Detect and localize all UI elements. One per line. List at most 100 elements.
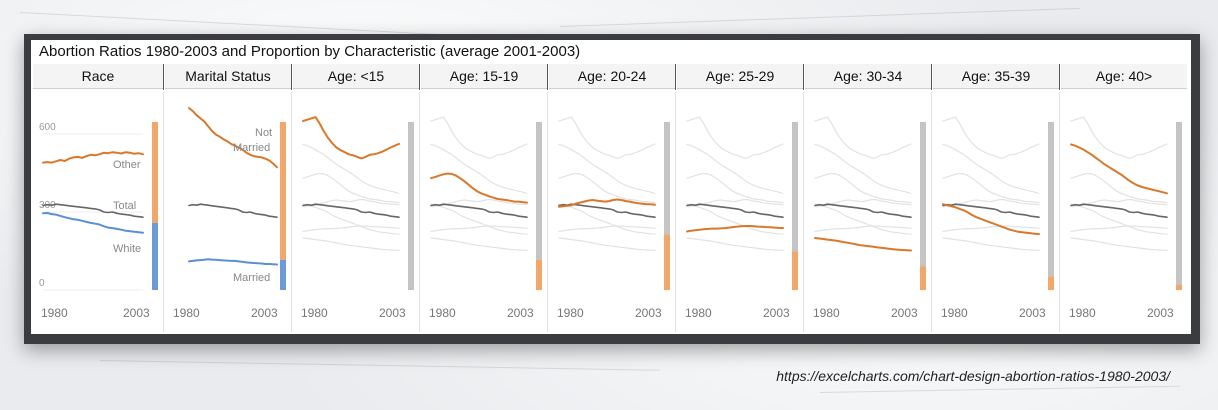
faint-series-line: [942, 172, 1040, 204]
source-url[interactable]: https://excelcharts.com/chart-design-abo…: [776, 368, 1170, 384]
series-label-married: Married: [233, 272, 270, 284]
panel-header-divider: [419, 64, 420, 90]
panel-divider: [931, 92, 932, 332]
y-tick-label: 0: [39, 278, 45, 289]
series-line-white: [42, 212, 144, 234]
panel-header: Age: 25-29: [677, 64, 803, 89]
faint-series-line: [686, 116, 784, 159]
x-tick-label: 1980: [41, 306, 68, 320]
panel-header-divider: [547, 64, 548, 90]
faint-series-line: [558, 225, 656, 233]
faint-series-line: [430, 225, 528, 233]
faint-series-line: [686, 172, 784, 204]
series-label-total: Total: [113, 200, 136, 212]
proportion-bar-segment: [280, 259, 286, 290]
series-line-highlight: [558, 198, 656, 208]
x-tick-label: 1980: [429, 306, 456, 320]
faint-series-line: [302, 143, 400, 194]
x-tick-label: 2003: [891, 306, 918, 320]
series-line-total: [814, 203, 912, 218]
faint-series-line: [686, 203, 784, 235]
chart-title: Abortion Ratios 1980-2003 and Proportion…: [39, 43, 581, 60]
panel-header: Age: 20-24: [549, 64, 675, 89]
proportion-bar-segment: [920, 122, 926, 267]
x-tick-label: 2003: [251, 306, 278, 320]
panel-header: Age: <15: [293, 64, 419, 89]
chart-panel: [31, 40, 1191, 334]
series-line-total: [558, 203, 656, 218]
faint-series-line: [302, 172, 400, 204]
series-label-married-upper: Married: [233, 142, 270, 154]
series-line-total: [302, 203, 400, 218]
series-line-total: [42, 203, 144, 218]
series-line-total: [430, 203, 528, 218]
proportion-bar-segment: [408, 122, 414, 290]
x-tick-label: 2003: [379, 306, 406, 320]
series-line-total: [942, 203, 1040, 218]
faint-series-line: [430, 237, 528, 252]
faint-series-line: [430, 116, 528, 159]
series-label-not: Not: [255, 127, 272, 139]
panel-header-divider: [931, 64, 932, 90]
x-tick-label: 1980: [1069, 306, 1096, 320]
proportion-bar-segment: [664, 122, 670, 235]
series-line-married: [188, 258, 278, 266]
panel-header: Age: 40>: [1061, 64, 1187, 89]
panel-divider: [1059, 92, 1060, 332]
faint-series-line: [814, 116, 912, 159]
panel-header: Marital Status: [165, 64, 291, 89]
faint-series-line: [1070, 198, 1168, 208]
faint-series-line: [814, 172, 912, 204]
faint-series-line: [302, 198, 400, 208]
proportion-bar-segment: [1176, 122, 1182, 285]
series-line-highlight: [686, 225, 784, 233]
faint-series-line: [686, 143, 784, 194]
faint-series-line: [558, 116, 656, 159]
proportion-bar-segment: [792, 251, 798, 290]
proportion-bar-segment: [1176, 284, 1182, 290]
proportion-bar-segment: [536, 259, 542, 290]
series-line-other: [42, 151, 144, 164]
faint-series-line: [942, 237, 1040, 252]
faint-series-line: [558, 143, 656, 194]
faint-series-line: [1070, 172, 1168, 204]
panel-divider: [419, 92, 420, 332]
faint-series-line: [814, 203, 912, 235]
faint-series-line: [558, 203, 656, 235]
faint-series-line: [686, 198, 784, 208]
x-tick-label: 1980: [685, 306, 712, 320]
series-label-other: Other: [113, 159, 141, 171]
series-line-highlight: [1070, 143, 1168, 195]
panel-header-divider: [291, 64, 292, 90]
proportion-bar-segment: [920, 266, 926, 290]
faint-series-line: [430, 143, 528, 194]
proportion-bar-segment: [1048, 276, 1054, 290]
x-tick-label: 2003: [763, 306, 790, 320]
x-tick-label: 1980: [301, 306, 328, 320]
panel-divider: [547, 92, 548, 332]
x-tick-label: 1980: [813, 306, 840, 320]
faint-series-line: [942, 143, 1040, 194]
faint-series-line: [1070, 225, 1168, 233]
faint-series-line: [942, 198, 1040, 208]
faint-series-line: [686, 237, 784, 252]
faint-series-line: [814, 225, 912, 233]
panel-header-divider: [1059, 64, 1060, 90]
faint-series-line: [814, 198, 912, 208]
proportion-bar-segment: [280, 122, 286, 260]
x-tick-label: 2003: [507, 306, 534, 320]
proportion-bar-segment: [536, 122, 542, 260]
x-tick-label: 1980: [941, 306, 968, 320]
x-tick-label: 1980: [173, 306, 200, 320]
x-tick-label: 2003: [635, 306, 662, 320]
series-line-highlight: [814, 237, 912, 252]
proportion-bar-segment: [1048, 122, 1054, 277]
panel-header: Age: 35-39: [933, 64, 1059, 89]
series-line-not-married: [188, 107, 278, 169]
faint-series-line: [558, 237, 656, 252]
series-line-total: [188, 203, 278, 218]
series-line-total: [686, 203, 784, 218]
panel-header-divider: [675, 64, 676, 90]
faint-series-line: [430, 203, 528, 235]
